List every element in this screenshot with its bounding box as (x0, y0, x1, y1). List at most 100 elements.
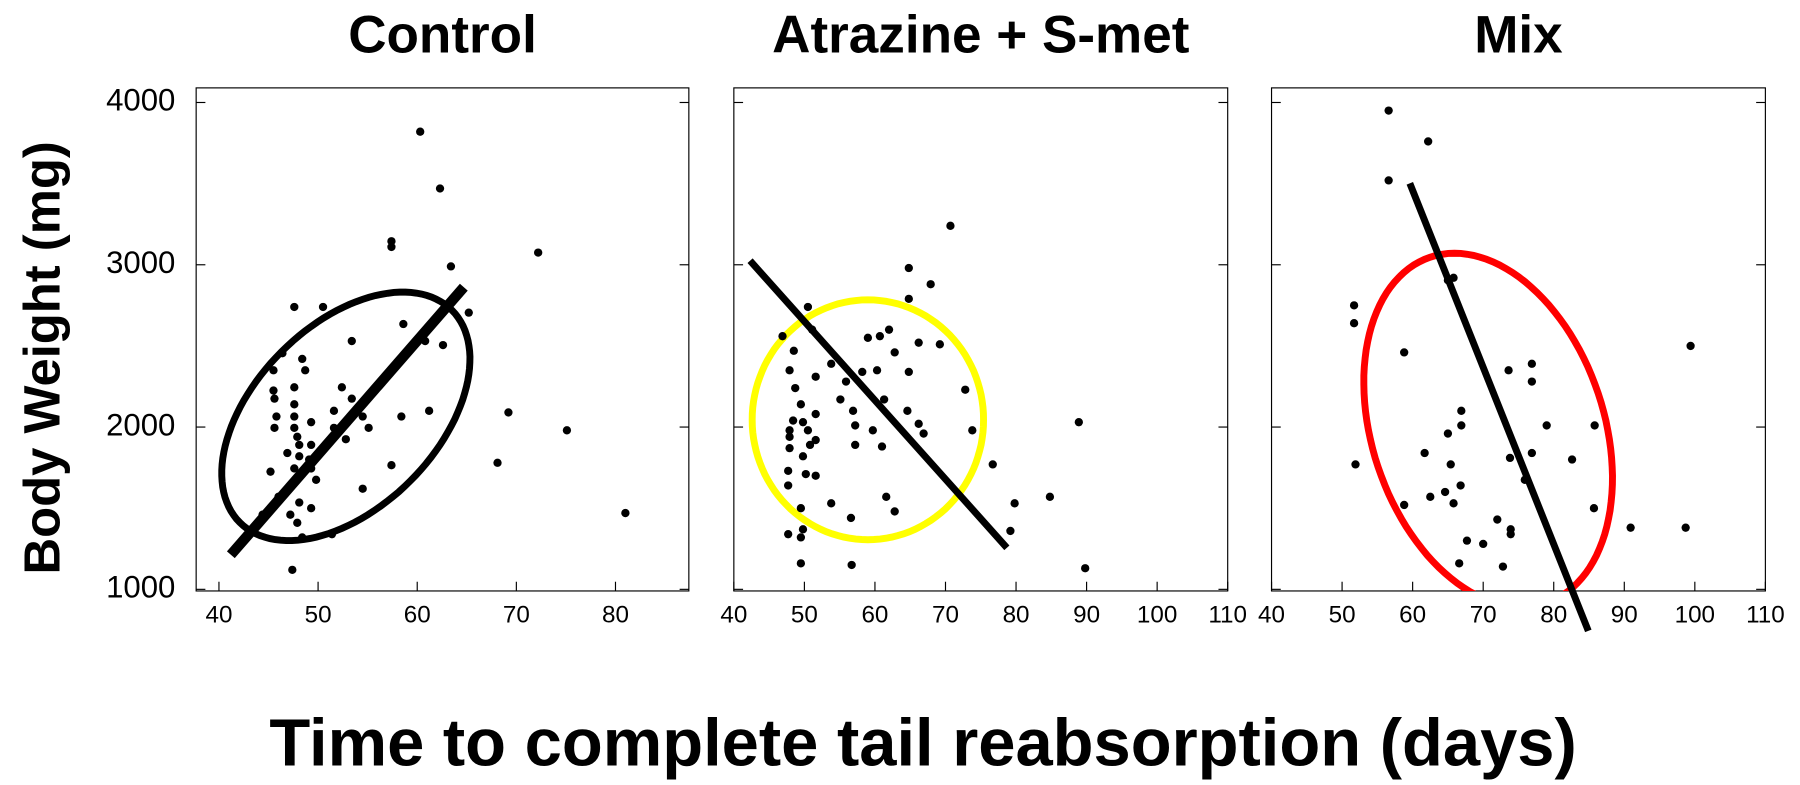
data-point (534, 248, 543, 257)
x-tick-label: 80 (1540, 602, 1567, 629)
data-point (1045, 492, 1055, 501)
data-point (341, 435, 350, 444)
data-point (1351, 460, 1360, 469)
data-point (1443, 429, 1453, 438)
data-point (784, 530, 793, 539)
data-point (836, 395, 845, 404)
data-point (863, 333, 873, 342)
data-point (387, 242, 396, 252)
data-point (1462, 536, 1472, 545)
data-point (387, 237, 396, 246)
data-point (1384, 106, 1393, 115)
data-point (784, 481, 793, 490)
data-point (295, 498, 304, 507)
data-point (1446, 460, 1455, 469)
data-point (290, 464, 299, 473)
data-point (890, 507, 899, 516)
data-point (283, 448, 292, 458)
data-point (298, 354, 307, 364)
data-point (1400, 348, 1409, 357)
data-point (875, 332, 885, 341)
data-point (318, 302, 328, 312)
x-tick-label: 110 (1208, 602, 1247, 629)
x-axis-label: Time to complete tail reabsorption (days… (269, 706, 1576, 781)
panel-title: Control (348, 5, 537, 64)
data-point (1681, 523, 1690, 532)
data-point (290, 400, 299, 409)
confidence-ellipse (218, 288, 474, 544)
data-point (968, 426, 977, 435)
data-point (621, 508, 630, 518)
y-tick-label: 2000 (106, 407, 175, 442)
data-point (1542, 421, 1551, 430)
data-point (1400, 500, 1409, 510)
data-point (306, 440, 316, 450)
data-point (882, 492, 891, 501)
data-point (352, 406, 361, 415)
data-point (293, 432, 302, 441)
data-point (397, 412, 406, 421)
x-tick-label: 40 (205, 602, 232, 629)
data-point (808, 325, 817, 334)
data-point (919, 429, 928, 438)
data-point (811, 471, 820, 480)
data-point (1010, 499, 1019, 508)
data-point (293, 518, 302, 527)
x-tick-label: 70 (503, 602, 530, 629)
data-point (266, 467, 275, 476)
data-point (295, 440, 304, 450)
data-point (306, 418, 316, 427)
x-tick-label: 40 (720, 602, 747, 629)
data-point (778, 332, 787, 341)
data-point (1505, 453, 1515, 463)
data-point (872, 366, 882, 375)
x-tick-label: 60 (861, 602, 888, 629)
data-point (295, 452, 304, 461)
data-point (438, 340, 448, 350)
x-tick-label: 90 (1611, 602, 1638, 629)
data-point (1626, 523, 1635, 532)
data-point (290, 383, 299, 392)
data-point (1520, 475, 1529, 484)
data-point (424, 406, 434, 415)
data-point (1455, 559, 1464, 568)
data-point (1493, 515, 1502, 524)
data-point (796, 504, 806, 513)
data-point (926, 280, 935, 289)
x-tick-label: 50 (1329, 602, 1356, 629)
data-point (789, 346, 798, 355)
data-point (796, 400, 806, 409)
data-point (464, 308, 473, 317)
data-point (269, 386, 278, 395)
confidence-ellipse (748, 296, 988, 544)
data-point (274, 492, 283, 501)
data-point (904, 294, 913, 304)
data-point (1567, 455, 1577, 464)
data-point (1424, 137, 1433, 146)
data-point (1081, 564, 1090, 573)
data-point (306, 504, 316, 513)
data-point (914, 419, 923, 428)
data-point (785, 366, 794, 375)
y-tick-label: 4000 (106, 83, 175, 118)
x-tick-label: 60 (404, 602, 431, 629)
data-point (1006, 526, 1015, 536)
data-point (562, 426, 572, 435)
data-point (288, 565, 297, 575)
x-tick-label: 70 (1470, 602, 1497, 629)
data-point (306, 464, 316, 473)
data-point (1527, 359, 1537, 368)
data-point (270, 423, 279, 433)
data-point (851, 421, 860, 430)
data-point (791, 383, 800, 393)
data-point (301, 366, 310, 375)
data-point (803, 302, 813, 312)
data-point (798, 525, 808, 534)
data-point (1504, 366, 1513, 375)
data-point (278, 349, 287, 358)
data-point (946, 221, 955, 230)
data-point (504, 408, 513, 417)
data-point (1440, 487, 1450, 497)
x-tick-label: 50 (791, 602, 818, 629)
data-point (298, 533, 307, 542)
